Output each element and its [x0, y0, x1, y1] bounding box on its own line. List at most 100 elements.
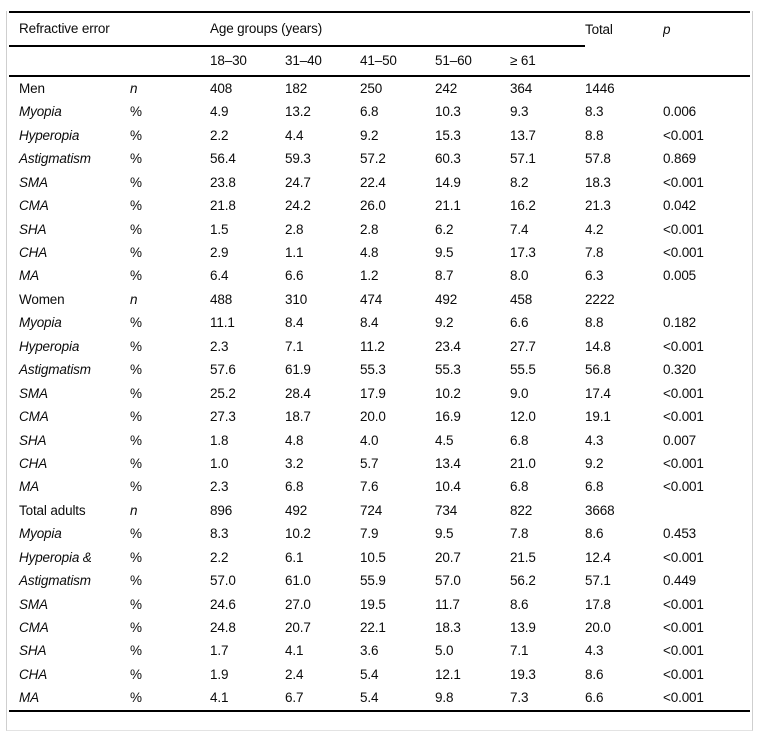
- value-cell: 26.0: [360, 198, 386, 214]
- p-value-cell: <0.001: [663, 245, 704, 261]
- total-cell: 1446: [585, 80, 615, 96]
- measure-label: n: [130, 80, 138, 96]
- row-label: Myopia: [19, 104, 62, 120]
- total-cell: 56.8: [585, 362, 611, 378]
- value-cell: 10.5: [360, 549, 386, 565]
- measure-label: %: [130, 268, 142, 284]
- p-value-cell: [663, 76, 750, 100]
- table-row: Myopia% 11.1 8.4 8.4 9.2 6.6 8.8 0.182: [9, 311, 750, 334]
- p-value-cell: <0.001: [663, 338, 704, 354]
- row-label: SMA: [19, 596, 48, 612]
- value-cell: 8.4: [360, 315, 379, 331]
- p-value-cell: <0.001: [663, 686, 750, 712]
- measure-label: n: [130, 502, 138, 518]
- header-row-groups: Refractive error Age groups (years) Tota…: [9, 11, 750, 47]
- value-cell: 60.3: [435, 151, 461, 167]
- value-cell: 7.6: [360, 479, 379, 495]
- value-cell: 16.2: [510, 198, 536, 214]
- p-value-cell: <0.001: [663, 620, 704, 636]
- value-cell: 9.5: [435, 245, 454, 261]
- value-cell: 2.8: [285, 221, 304, 237]
- value-cell: 10.4: [435, 479, 461, 495]
- row-label: CHA: [19, 455, 48, 471]
- table-row: CMA% 21.8 24.2 26.0 21.1 16.2 21.3 0.042: [9, 194, 750, 217]
- value-cell: 57.6: [210, 362, 236, 378]
- value-cell: 24.8: [210, 620, 236, 636]
- row-label: Astigmatism: [19, 362, 91, 378]
- row-label: SHA: [19, 432, 47, 448]
- header-age-41-50: 41–50: [360, 46, 435, 77]
- value-cell: 1.5: [210, 221, 229, 237]
- value-cell: 1.7: [210, 643, 229, 659]
- value-cell: 4.5: [435, 432, 454, 448]
- value-cell: 4.8: [285, 432, 304, 448]
- measure-label: %: [130, 385, 142, 401]
- value-cell: 2.3: [210, 479, 229, 495]
- value-cell: 4.1: [285, 643, 304, 659]
- value-cell: 15.3: [435, 127, 461, 143]
- value-cell: 6.2: [435, 221, 454, 237]
- total-cell: 8.6: [585, 526, 604, 542]
- value-cell: 55.5: [510, 362, 536, 378]
- value-cell: 55.9: [360, 573, 386, 589]
- row-label: SMA: [19, 385, 48, 401]
- value-cell: 6.8: [360, 104, 379, 120]
- total-cell: 4.3: [585, 432, 604, 448]
- value-cell: 896: [210, 502, 233, 518]
- value-cell: 458: [510, 291, 533, 307]
- value-cell: 56.2: [510, 573, 536, 589]
- total-cell: 6.6: [585, 686, 663, 712]
- value-cell: 27.3: [210, 409, 236, 425]
- measure-label: %: [130, 338, 142, 354]
- table-row: Men n 408 182 250 242 364 1446: [9, 76, 750, 100]
- value-cell: 13.7: [510, 127, 536, 143]
- measure-label: %: [130, 666, 142, 682]
- measure-label: %: [130, 362, 142, 378]
- p-value-cell: <0.001: [663, 596, 704, 612]
- value-cell: 1.1: [285, 245, 304, 261]
- value-cell: 8.3: [210, 526, 229, 542]
- value-cell: 7.4: [510, 221, 529, 237]
- value-cell: 57.0: [210, 573, 236, 589]
- value-cell: 8.2: [510, 174, 529, 190]
- header-spacer: [663, 46, 750, 77]
- value-cell: 822: [510, 502, 533, 518]
- value-cell: 7.1: [510, 643, 529, 659]
- measure-label: %: [130, 643, 142, 659]
- row-label: Hyperopia: [19, 127, 80, 143]
- value-cell: 5.7: [360, 455, 379, 471]
- table-row: SHA% 1.7 4.1 3.6 5.0 7.1 4.3 <0.001: [9, 640, 750, 663]
- value-cell: 3.6: [360, 643, 379, 659]
- value-cell: 57.2: [360, 151, 386, 167]
- p-value-cell: <0.001: [663, 643, 704, 659]
- value-cell: 55.3: [435, 362, 461, 378]
- value-cell: 2.9: [210, 245, 229, 261]
- p-value-cell: <0.001: [663, 479, 704, 495]
- value-cell: 24.2: [285, 198, 311, 214]
- value-cell: 12.0: [510, 409, 536, 425]
- measure-label: %: [130, 221, 142, 237]
- value-cell: 59.3: [285, 151, 311, 167]
- measure-label: %: [130, 151, 142, 167]
- value-cell: 10.3: [435, 104, 461, 120]
- measure-label: %: [130, 245, 142, 261]
- header-spacer: [585, 46, 663, 77]
- row-label: SHA: [19, 221, 47, 237]
- value-cell: 21.1: [435, 198, 461, 214]
- row-label: Total adults: [19, 502, 86, 518]
- header-p: p: [663, 11, 750, 46]
- table-row: Hyperopia% 2.3 7.1 11.2 23.4 27.7 14.8 <0.001: [9, 335, 750, 358]
- value-cell: 20.7: [285, 620, 311, 636]
- total-cell: 8.8: [585, 127, 604, 143]
- total-cell: 7.8: [585, 245, 604, 261]
- value-cell: 13.9: [510, 620, 536, 636]
- total-cell: 14.8: [585, 338, 611, 354]
- total-cell: 6.8: [585, 479, 604, 495]
- value-cell: 17.3: [510, 245, 536, 261]
- value-cell: 8.6: [510, 596, 529, 612]
- value-cell: 61.9: [285, 362, 311, 378]
- table-row: MA% 2.3 6.8 7.6 10.4 6.8 6.8 <0.001: [9, 475, 750, 498]
- total-cell: 8.8: [585, 315, 604, 331]
- value-cell: 27.0: [285, 596, 311, 612]
- row-label: CHA: [19, 666, 48, 682]
